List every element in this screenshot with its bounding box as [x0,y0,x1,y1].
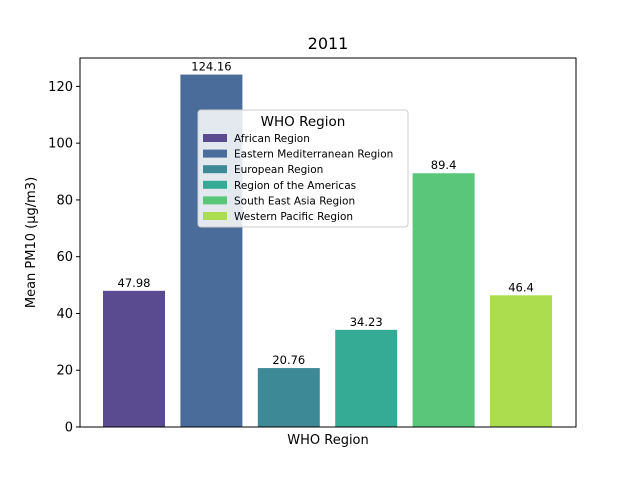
x-axis-label: WHO Region [287,433,369,448]
data-label-3: 20.76 [272,353,305,367]
y-tick-label-0: 0 [65,421,73,436]
legend-swatch-4 [203,180,227,189]
y-tick-label-5: 100 [48,137,73,152]
legend-entry-2: Eastern Mediterranean Region [234,149,393,161]
legend-entry-5: South East Asia Region [234,195,355,207]
data-label-5: 89.4 [431,158,457,172]
legend-swatch-1 [203,134,227,142]
y-tick-label-6: 120 [48,80,73,95]
chart-title: 2011 [308,34,349,53]
data-labels-layer: 47.98 124.16 20.76 34.23 89.4 46.4 [118,60,534,367]
data-label-1: 47.98 [118,276,151,290]
data-label-4: 34.23 [350,315,383,329]
bar-6 [490,295,552,427]
legend-box [197,109,409,228]
plot-area-frame [79,57,577,428]
data-label-6: 46.4 [508,280,534,294]
bar-4 [335,329,398,427]
data-label-2: 124.16 [191,60,231,74]
bar-3 [257,368,320,427]
legend-swatch-3 [203,165,227,174]
legend-swatch-6 [203,212,227,220]
legend-entry-4: Region of the Americas [234,180,356,192]
legend-entry-3: European Region [234,164,323,176]
y-tick-label-3: 60 [56,250,73,265]
legend-entries: African Region Eastern Mediterranean Regi… [203,133,393,223]
y-axis: 0 20 40 60 80 100 120 [48,80,80,436]
legend-swatch-2 [203,149,227,158]
legend: WHO Region African Region Eastern Mediter… [197,109,409,228]
bar-1 [103,290,165,427]
legend-entry-1: African Region [234,133,310,145]
y-tick-label-2: 40 [56,307,73,322]
bar-5 [412,173,475,427]
legend-entry-6: Western Pacific Region [234,211,353,223]
legend-swatch-5 [203,196,227,205]
y-tick-label-4: 80 [56,193,73,208]
y-tick-label-1: 20 [56,364,73,379]
y-axis-label: Mean PM10 (μg/m3) [24,177,39,308]
legend-title: WHO Region [261,114,346,130]
